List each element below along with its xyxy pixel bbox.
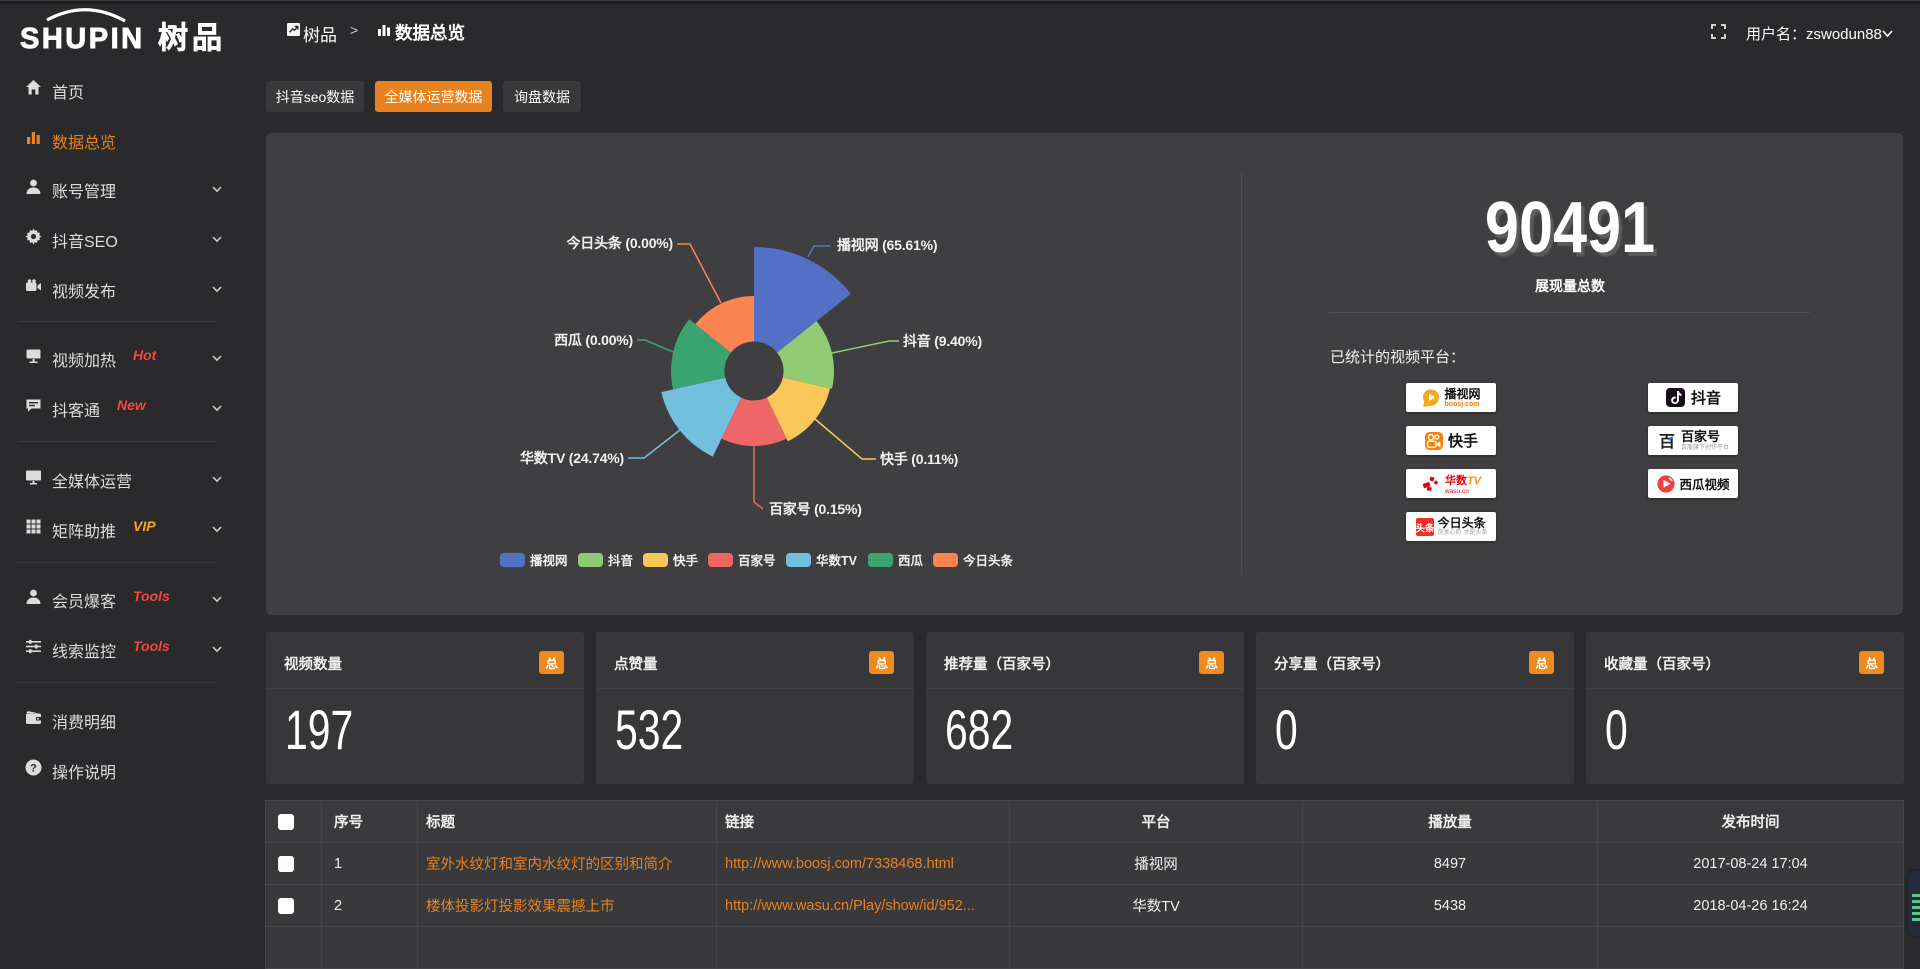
svg-text:SHUPIN: SHUPIN: [20, 23, 145, 55]
svg-text:华数TV: 华数TV: [816, 553, 858, 568]
svg-text:西瓜 (0.00%): 西瓜 (0.00%): [554, 332, 633, 348]
svg-text:抖音: 抖音: [608, 553, 634, 568]
svg-text:百家号 (0.15%): 百家号 (0.15%): [769, 501, 862, 517]
svg-text:快手 (0.11%): 快手 (0.11%): [880, 451, 958, 467]
svg-text:百家号: 百家号: [738, 553, 776, 568]
svg-text:快手: 快手: [673, 553, 699, 568]
svg-text:播视网: 播视网: [530, 553, 568, 568]
svg-text:华数TV (24.74%): 华数TV (24.74%): [520, 450, 624, 466]
svg-text:树品: 树品: [158, 22, 226, 55]
svg-text:西瓜: 西瓜: [898, 554, 924, 568]
svg-text:今日头条: 今日头条: [962, 553, 1014, 568]
svg-text:抖音 (9.40%): 抖音 (9.40%): [903, 333, 982, 349]
svg-text:头条: 头条: [1415, 522, 1435, 534]
svg-text:?: ?: [30, 763, 37, 775]
svg-text:播视网 (65.61%): 播视网 (65.61%): [837, 237, 937, 253]
svg-text:今日头条 (0.00%): 今日头条 (0.00%): [565, 235, 673, 251]
